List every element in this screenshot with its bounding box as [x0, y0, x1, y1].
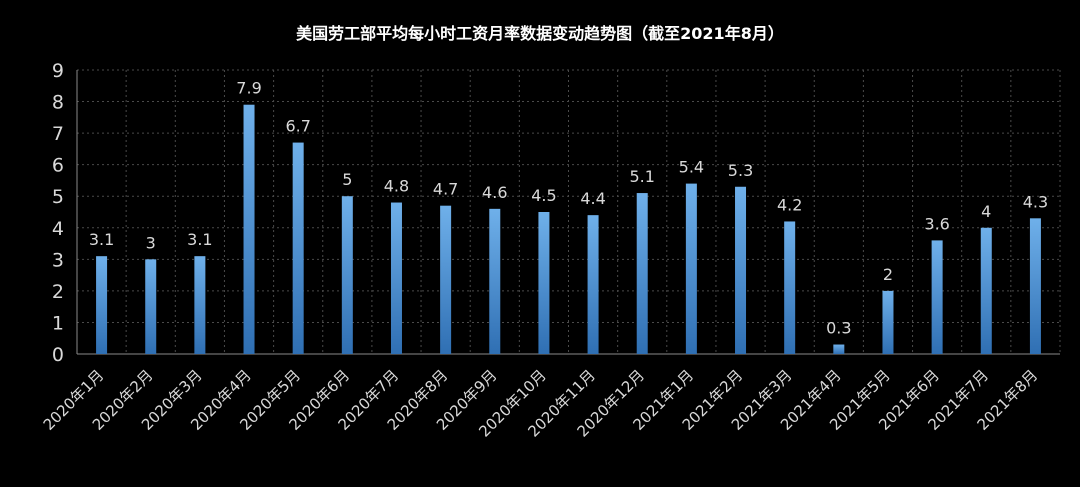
- data-label: 4.7: [433, 180, 458, 199]
- x-axis-ticks: 2020年1月2020年2月2020年3月2020年4月2020年5月2020年…: [40, 366, 1042, 440]
- data-label: 3.1: [187, 230, 212, 249]
- bar: [882, 290, 894, 354]
- bar: [194, 256, 206, 354]
- chart-title: 美国劳工部平均每小时工资月率数据变动趋势图（截至2021年8月）: [296, 24, 784, 43]
- bar: [980, 227, 992, 354]
- data-label: 6.7: [285, 117, 310, 136]
- data-label: 5.1: [629, 167, 654, 186]
- y-tick-label: 2: [52, 281, 64, 303]
- gridlines: [76, 69, 1061, 354]
- bar: [1029, 218, 1041, 354]
- bar: [735, 186, 747, 354]
- data-label: 3.6: [924, 214, 949, 233]
- bar: [685, 183, 697, 354]
- y-tick-label: 8: [52, 92, 64, 114]
- data-label: 3: [146, 233, 156, 252]
- data-label: 5.3: [728, 161, 753, 180]
- y-tick-label: 3: [52, 249, 64, 271]
- data-label: 3.1: [89, 230, 114, 249]
- data-label: 0.3: [826, 319, 851, 338]
- y-tick-label: 9: [52, 60, 64, 82]
- y-tick-label: 1: [52, 312, 64, 334]
- bar: [145, 259, 157, 354]
- bar: [636, 193, 648, 354]
- data-label: 7.9: [236, 79, 261, 98]
- y-tick-label: 6: [52, 155, 64, 177]
- bar: [96, 256, 108, 354]
- data-label: 4.3: [1023, 192, 1048, 211]
- bars: [96, 104, 1041, 354]
- axes: [76, 70, 1060, 355]
- bar: [784, 221, 796, 354]
- data-label: 4.5: [531, 186, 556, 205]
- bar: [587, 215, 599, 354]
- bar: [341, 196, 353, 354]
- y-tick-label: 7: [52, 123, 64, 145]
- data-label: 4: [981, 202, 991, 221]
- data-labels: 3.1 3 3.1 7.9 6.7 5 4.8 4.7 4.6 4.5 4.4 5.1 5.4 5.3 4.…: [89, 79, 1048, 338]
- bar: [538, 212, 550, 354]
- bar: [292, 142, 304, 354]
- data-label: 4.4: [580, 189, 605, 208]
- y-axis-ticks: 0 1 2 3 4 5 6 7 8 9: [52, 60, 64, 366]
- y-tick-label: 4: [52, 218, 64, 240]
- bar: [833, 344, 845, 354]
- bar: [390, 202, 402, 354]
- y-tick-label: 5: [52, 186, 64, 208]
- y-tick-label: 0: [52, 344, 64, 366]
- data-label: 4.8: [384, 177, 409, 196]
- data-label: 2: [883, 265, 893, 284]
- bar: [440, 205, 452, 354]
- bar: [243, 104, 255, 354]
- bar: [931, 240, 943, 354]
- data-label: 5: [342, 170, 352, 189]
- bar: [489, 208, 501, 354]
- data-label: 4.2: [777, 195, 802, 214]
- data-label: 5.4: [679, 158, 704, 177]
- data-label: 4.6: [482, 183, 507, 202]
